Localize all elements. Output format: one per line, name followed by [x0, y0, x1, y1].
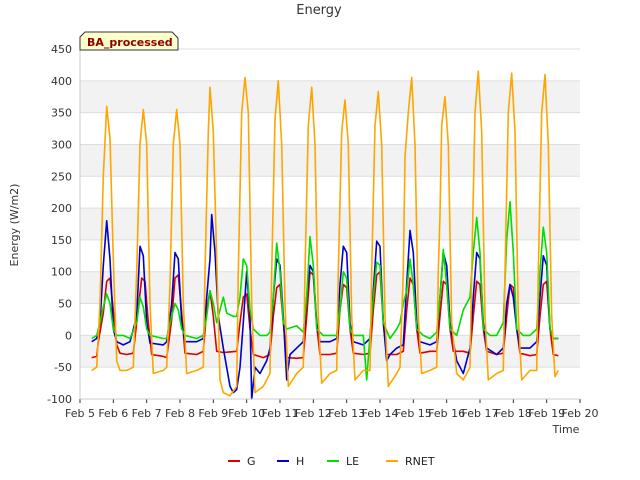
grid-band — [80, 144, 580, 177]
grid-band — [80, 80, 580, 113]
x-tick-label: Feb 6 — [98, 407, 128, 420]
badge-box — [79, 31, 179, 51]
y-tick-label: 300 — [51, 138, 72, 151]
x-tick-label: Feb 19 — [528, 407, 565, 420]
series-layer — [91, 70, 560, 400]
x-tick-label: Feb 9 — [198, 407, 228, 420]
y-tick-label: 200 — [51, 202, 72, 215]
legend-label-le: LE — [346, 455, 359, 468]
y-tick-label: 450 — [51, 43, 72, 56]
x-tick-label: Feb 18 — [495, 407, 532, 420]
y-tick-label: 400 — [51, 75, 72, 88]
y-tick-label: 0 — [65, 329, 72, 342]
x-tick-label: Feb 7 — [132, 407, 162, 420]
y-tick-label: 50 — [58, 298, 72, 311]
grid-band — [80, 335, 580, 368]
x-tick-label: Feb 14 — [362, 407, 399, 420]
x-tick-label: Feb 17 — [462, 407, 499, 420]
y-axis-label: Energy (W/m2) — [8, 184, 21, 267]
series-line-rnet — [91, 70, 560, 397]
legend-label-g: G — [247, 455, 256, 468]
badge-label: BA_processed — [87, 36, 173, 49]
y-tick-label: -100 — [47, 393, 72, 406]
x-tick-label: Feb 11 — [262, 407, 299, 420]
y-tick-label: 150 — [51, 234, 72, 247]
chart-title: Energy — [296, 3, 342, 18]
x-tick-label: Feb 12 — [295, 407, 332, 420]
x-tick-label: Feb 13 — [328, 407, 365, 420]
plot-background — [80, 49, 580, 399]
x-tick-label: Feb 20 — [562, 407, 599, 420]
legend-label-rnet: RNET — [405, 455, 435, 468]
x-tick-label: Feb 16 — [428, 407, 465, 420]
y-tick-label: 100 — [51, 266, 72, 279]
x-tick-label: Feb 15 — [395, 407, 432, 420]
processing-badge: BA_processed — [79, 31, 179, 51]
y-tick-label: 250 — [51, 170, 72, 183]
y-tick-label: 350 — [51, 107, 72, 120]
grid-band — [80, 271, 580, 304]
grid-band — [80, 208, 580, 240]
x-tick-label: Feb 10 — [228, 407, 265, 420]
x-axis-label: Time — [552, 423, 580, 436]
legend-label-h: H — [296, 455, 304, 468]
legend: G H LE RNET — [228, 455, 435, 468]
x-tick-label: Feb 5 — [65, 407, 95, 420]
y-tick-label: -50 — [54, 361, 72, 374]
series-line-le — [91, 200, 559, 381]
x-tick-label: Feb 8 — [165, 407, 195, 420]
